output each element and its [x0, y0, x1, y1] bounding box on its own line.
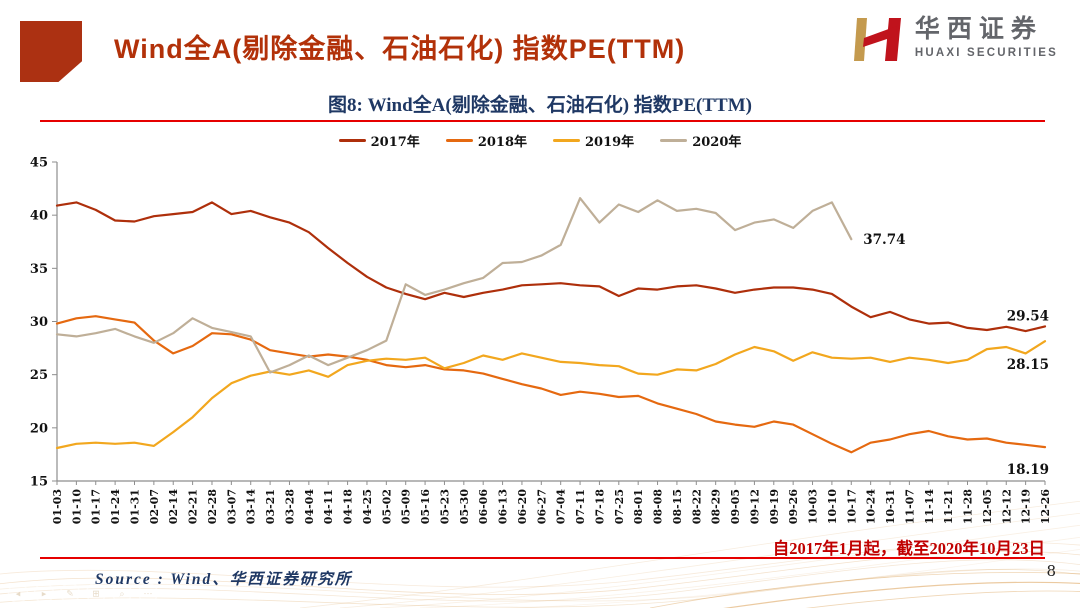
logo-cn-text: 华西证券 [914, 16, 1043, 44]
svg-text:06-13: 06-13 [497, 489, 510, 524]
huaxi-logo: 华西证券 HUAXI SECURITIES [851, 14, 1058, 62]
chart-legend: 2017年 2018年 2019年 2020年 [0, 131, 1080, 150]
huaxi-logo-icon [853, 18, 901, 61]
legend-label-2020: 2020年 [692, 135, 742, 150]
svg-text:12-12: 12-12 [1000, 489, 1013, 524]
figure-caption: 图8: Wind全A(剔除金融、石油石化) 指数PE(TTM) [328, 95, 752, 116]
svg-text:12-05: 12-05 [981, 489, 994, 524]
svg-text:07-11: 07-11 [574, 489, 587, 524]
svg-text:15: 15 [30, 475, 48, 490]
svg-text:06-27: 06-27 [535, 489, 548, 524]
legend-label-2019: 2019年 [585, 135, 635, 150]
page-number: 8 [1046, 562, 1056, 580]
svg-text:25: 25 [30, 368, 48, 383]
svg-text:05-16: 05-16 [419, 489, 432, 525]
svg-text:18.19: 18.19 [1007, 462, 1049, 478]
svg-text:⌕: ⌕ [119, 590, 124, 600]
svg-text:04-11: 04-11 [322, 489, 335, 524]
svg-text:11-28: 11-28 [962, 489, 975, 525]
svg-text:09-26: 09-26 [787, 489, 800, 525]
legend-item-2017: 2017年 [338, 131, 420, 150]
svg-text:02-14: 02-14 [167, 489, 180, 525]
legend-item-2018: 2018年 [445, 131, 527, 150]
svg-text:45: 45 [30, 156, 48, 171]
svg-text:10-24: 10-24 [865, 489, 878, 525]
svg-text:37.74: 37.74 [863, 232, 905, 248]
svg-text:05-30: 05-30 [458, 489, 471, 525]
legend-swatch-2019 [553, 139, 580, 142]
ghost-toolbar: ◂ ▸ ✎ ⊞ ⌕ ⋯ [7, 582, 159, 604]
svg-text:01-17: 01-17 [90, 489, 103, 524]
svg-text:07-18: 07-18 [593, 489, 606, 525]
svg-text:⋯: ⋯ [144, 590, 153, 600]
svg-text:◂: ◂ [16, 590, 21, 600]
svg-text:02-07: 02-07 [148, 489, 161, 524]
svg-text:11-07: 11-07 [903, 489, 916, 524]
svg-text:07-25: 07-25 [613, 489, 626, 524]
legend-swatch-2020 [660, 139, 688, 142]
svg-text:09-19: 09-19 [768, 489, 781, 524]
svg-text:11-14: 11-14 [923, 489, 936, 525]
svg-text:10-10: 10-10 [826, 489, 839, 525]
svg-text:03-07: 03-07 [225, 489, 238, 524]
svg-text:35: 35 [30, 262, 48, 277]
svg-text:04-25: 04-25 [361, 489, 374, 524]
svg-text:09-05: 09-05 [729, 489, 742, 524]
svg-text:11-21: 11-21 [942, 489, 955, 524]
svg-text:05-02: 05-02 [380, 489, 393, 524]
page-title: Wind全A(剔除金融、石油石化) 指数PE(TTM) [114, 34, 686, 64]
svg-text:08-29: 08-29 [710, 489, 723, 524]
svg-text:10-17: 10-17 [845, 489, 858, 524]
svg-text:28.15: 28.15 [1007, 357, 1049, 373]
svg-text:12-19: 12-19 [1020, 489, 1033, 524]
svg-text:06-20: 06-20 [516, 489, 529, 525]
date-range-note: 自2017年1月起，截至2020年10月23日 [772, 539, 1045, 558]
svg-text:01-31: 01-31 [128, 489, 141, 524]
svg-text:04-18: 04-18 [342, 489, 355, 525]
svg-text:05-09: 05-09 [400, 489, 413, 524]
svg-text:04-04: 04-04 [303, 489, 316, 525]
svg-text:02-21: 02-21 [187, 489, 200, 524]
logo-en-text: HUAXI SECURITIES [914, 46, 1058, 59]
legend-swatch-2018 [445, 139, 473, 142]
svg-text:▸: ▸ [42, 590, 47, 600]
caption-rule [40, 120, 1045, 122]
svg-text:01-10: 01-10 [70, 489, 83, 525]
svg-text:03-28: 03-28 [283, 489, 296, 525]
svg-text:⊞: ⊞ [92, 590, 100, 600]
footer-rule [40, 557, 1045, 559]
svg-text:08-22: 08-22 [690, 489, 703, 524]
svg-text:30: 30 [30, 315, 48, 330]
svg-text:02-28: 02-28 [206, 489, 219, 525]
svg-text:10-03: 10-03 [807, 489, 820, 524]
svg-text:29.54: 29.54 [1007, 308, 1049, 324]
svg-text:40: 40 [30, 209, 48, 224]
legend-item-2019: 2019年 [553, 131, 634, 150]
svg-text:08-08: 08-08 [652, 489, 665, 525]
svg-text:12-26: 12-26 [1039, 489, 1052, 525]
svg-text:10-31: 10-31 [884, 489, 897, 524]
svg-text:20: 20 [30, 421, 48, 436]
svg-text:03-21: 03-21 [264, 489, 277, 524]
legend-label-2018: 2018年 [477, 135, 527, 150]
svg-text:08-15: 08-15 [671, 489, 684, 524]
legend-swatch-2017 [338, 139, 366, 142]
svg-text:✎: ✎ [66, 590, 74, 600]
svg-text:01-03: 01-03 [51, 489, 64, 524]
svg-text:09-12: 09-12 [748, 489, 761, 524]
svg-text:03-14: 03-14 [245, 489, 258, 525]
svg-text:07-04: 07-04 [555, 489, 568, 525]
svg-text:08-01: 08-01 [632, 489, 645, 524]
source-text: Source : Wind、华西证券研究所 [95, 571, 353, 588]
legend-label-2017: 2017年 [370, 135, 420, 150]
svg-text:05-23: 05-23 [438, 489, 451, 524]
svg-text:01-24: 01-24 [109, 489, 122, 525]
legend-item-2020: 2020年 [660, 131, 741, 150]
svg-text:06-06: 06-06 [477, 489, 490, 525]
header-accent-shape [20, 21, 82, 82]
